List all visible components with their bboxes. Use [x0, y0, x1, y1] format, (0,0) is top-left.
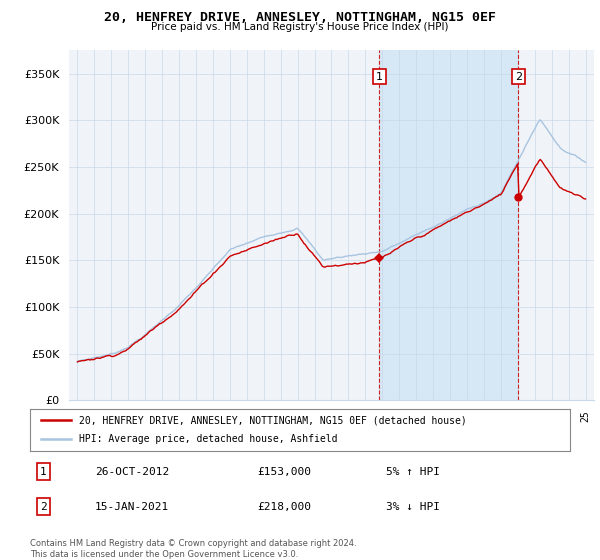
Text: 20, HENFREY DRIVE, ANNESLEY, NOTTINGHAM, NG15 0EF (detached house): 20, HENFREY DRIVE, ANNESLEY, NOTTINGHAM,… [79, 415, 466, 425]
Text: 20, HENFREY DRIVE, ANNESLEY, NOTTINGHAM, NG15 0EF: 20, HENFREY DRIVE, ANNESLEY, NOTTINGHAM,… [104, 11, 496, 24]
Text: 1: 1 [376, 72, 383, 82]
Text: 2: 2 [515, 72, 522, 82]
Text: HPI: Average price, detached house, Ashfield: HPI: Average price, detached house, Ashf… [79, 435, 337, 445]
Bar [379, 50, 518, 400]
Text: 26-OCT-2012: 26-OCT-2012 [95, 467, 169, 477]
Text: £153,000: £153,000 [257, 467, 311, 477]
Text: Contains HM Land Registry data © Crown copyright and database right 2024.
This d: Contains HM Land Registry data © Crown c… [30, 539, 356, 559]
Text: 15-JAN-2021: 15-JAN-2021 [95, 502, 169, 512]
Text: 3% ↓ HPI: 3% ↓ HPI [386, 502, 440, 512]
Text: £218,000: £218,000 [257, 502, 311, 512]
Text: 2: 2 [40, 502, 47, 512]
Text: 1: 1 [40, 467, 47, 477]
Text: 5% ↑ HPI: 5% ↑ HPI [386, 467, 440, 477]
Text: Price paid vs. HM Land Registry's House Price Index (HPI): Price paid vs. HM Land Registry's House … [151, 22, 449, 32]
